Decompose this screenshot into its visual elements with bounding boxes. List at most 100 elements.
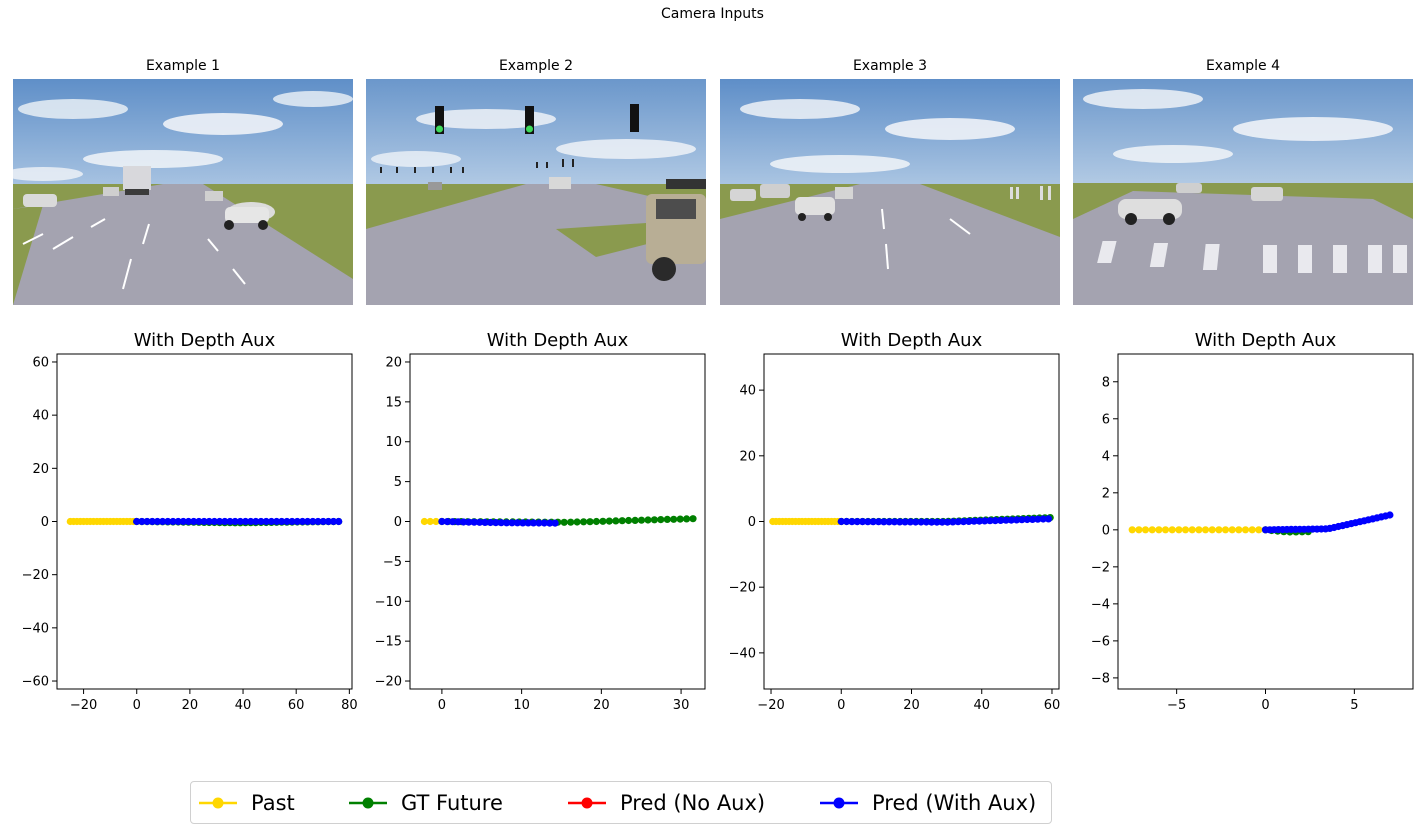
legend-item-past: Past <box>199 782 295 823</box>
chart-1: With Depth Aux −20 0 20 40 60 80 −60 −40 −20 0 20 40… <box>22 330 358 713</box>
camera-title-1: Example 1 <box>145 58 221 74</box>
chart-2: With Depth Aux 0 10 20 30 −20 −15 −10 −5 0 5 10 15 20 <box>375 330 706 713</box>
data-point <box>443 518 451 526</box>
data-point <box>592 517 601 526</box>
x-tick-label: 0 <box>133 698 141 713</box>
x-tick-label: 30 <box>673 698 690 713</box>
y-tick-label: −2 <box>1091 560 1110 575</box>
data-point <box>420 517 428 526</box>
data-point <box>216 517 224 526</box>
data-point <box>148 517 156 526</box>
data-point <box>476 518 484 526</box>
data-point <box>309 517 317 526</box>
data-point <box>997 516 1005 525</box>
data-point <box>1148 526 1156 534</box>
data-point <box>874 518 883 526</box>
x-tick-label: 40 <box>973 698 990 713</box>
data-point <box>1181 526 1190 534</box>
x-tick-label: 0 <box>438 698 446 713</box>
data-point <box>631 516 639 525</box>
data-point <box>288 517 296 526</box>
data-point <box>943 518 952 526</box>
x-tick-label: 20 <box>903 698 920 713</box>
x-tick-label: −20 <box>757 698 784 713</box>
data-point <box>1044 515 1053 523</box>
data-point <box>858 518 867 526</box>
y-tick-label: 15 <box>385 395 402 410</box>
data-point <box>837 517 845 526</box>
legend: Past GT Future Pred (No Aux) Pred (With … <box>190 781 1052 824</box>
data-point <box>906 518 914 526</box>
data-point <box>143 517 151 526</box>
data-point <box>329 517 338 526</box>
data-point <box>179 517 187 526</box>
data-point <box>612 517 620 525</box>
x-tick-label: 60 <box>288 698 305 713</box>
y-tick-label: 0 <box>394 515 402 530</box>
y-tick-label: 40 <box>739 384 756 399</box>
data-point <box>1023 515 1031 524</box>
data-point <box>965 517 973 526</box>
chart-title: With Depth Aux <box>487 330 629 351</box>
y-tick-label: −40 <box>729 646 756 661</box>
legend-marker-past <box>199 797 237 808</box>
data-point <box>438 517 446 526</box>
series-pred-with-aux- <box>438 517 559 527</box>
data-point <box>991 517 999 525</box>
data-point <box>663 515 671 524</box>
data-point <box>273 517 281 526</box>
data-point <box>492 519 500 527</box>
data-point <box>928 518 936 526</box>
data-point <box>954 518 962 526</box>
data-point <box>912 518 920 526</box>
data-point <box>551 519 559 527</box>
data-point <box>159 517 167 526</box>
data-point <box>644 516 652 524</box>
data-point <box>1215 526 1223 534</box>
y-tick-label: −40 <box>22 621 49 636</box>
y-tick-label: −20 <box>375 675 402 690</box>
y-tick-label: 5 <box>394 475 402 490</box>
legend-label-gt-future: GT Future <box>401 790 503 815</box>
data-point <box>503 519 511 527</box>
data-point <box>513 519 522 527</box>
data-point <box>231 517 239 526</box>
chart-title: With Depth Aux <box>134 330 276 351</box>
y-tick-label: 60 <box>32 355 49 370</box>
data-point <box>267 517 275 526</box>
data-point <box>426 517 434 526</box>
data-point <box>1155 526 1163 534</box>
y-tick-label: 0 <box>748 515 756 530</box>
data-point <box>262 517 270 526</box>
data-point <box>917 518 925 526</box>
y-tick-label: 40 <box>32 409 49 424</box>
data-point <box>1013 516 1021 524</box>
data-point <box>1007 516 1015 524</box>
series-pred-with-aux- <box>1261 511 1394 534</box>
data-point <box>1175 526 1183 534</box>
data-point <box>449 518 457 526</box>
data-point <box>153 517 161 526</box>
data-point <box>470 518 478 526</box>
data-point <box>625 516 633 525</box>
legend-marker-pred-no-aux <box>568 797 606 808</box>
chart-title: With Depth Aux <box>841 330 983 351</box>
data-point <box>236 517 244 526</box>
y-tick-label: −20 <box>729 581 756 596</box>
data-point <box>683 515 691 523</box>
legend-item-pred-with-aux: Pred (With Aux) <box>820 782 1036 823</box>
camera-title-3: Example 3 <box>852 58 928 74</box>
y-tick-label: 0 <box>41 515 49 530</box>
data-point <box>247 517 255 526</box>
data-point <box>226 517 234 526</box>
data-point <box>481 518 489 527</box>
data-point <box>529 519 538 527</box>
data-point <box>605 517 613 525</box>
data-point <box>535 519 543 527</box>
data-point <box>174 517 182 526</box>
legend-label-past: Past <box>251 790 295 815</box>
data-point <box>573 518 581 526</box>
x-tick-label: 80 <box>341 698 358 713</box>
camera-image-1 <box>13 79 353 305</box>
data-point <box>981 517 989 525</box>
